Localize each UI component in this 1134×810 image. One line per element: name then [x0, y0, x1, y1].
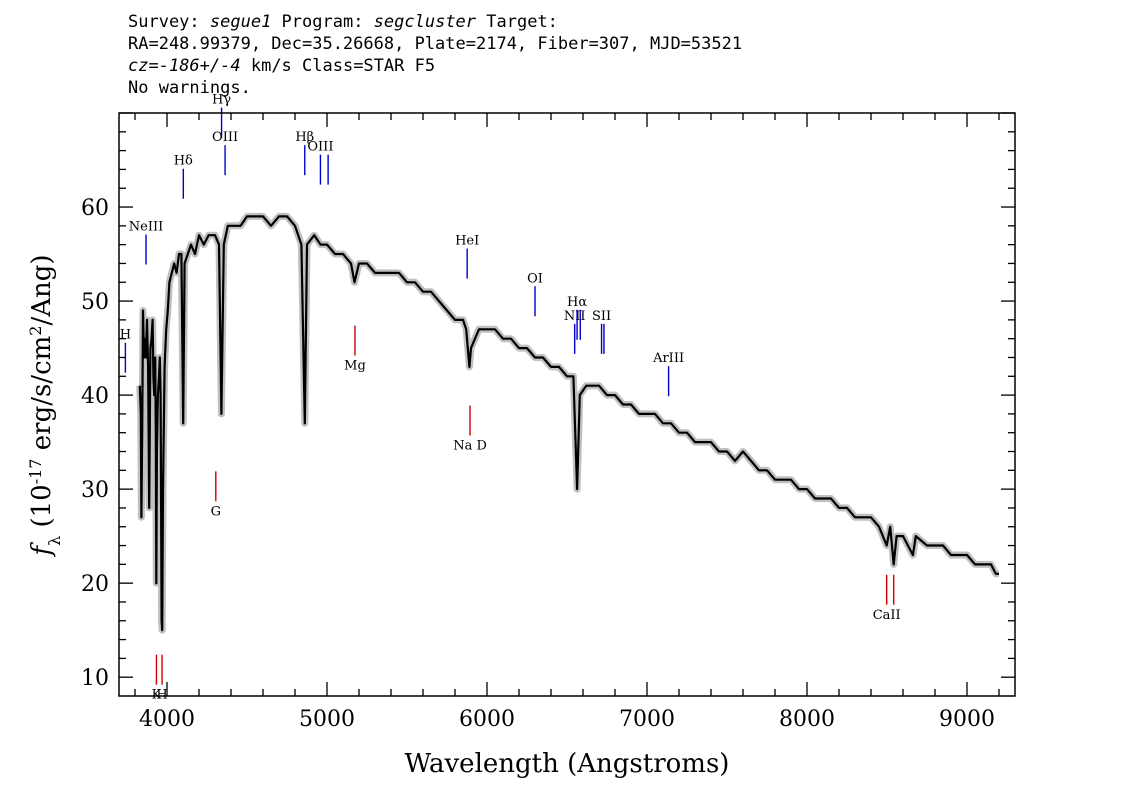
x-tick-label: 9000 [939, 707, 995, 732]
emission-line-label: OIII [307, 140, 333, 155]
y-tick-label: 40 [81, 384, 109, 409]
absorption-line-label: G [211, 504, 221, 519]
plot-frame [118, 112, 1016, 697]
x-tick-label: 4000 [139, 707, 195, 732]
y-tick-label: 60 [81, 196, 109, 221]
emission-line-label: Hδ [174, 154, 193, 169]
emission-line-label: OIII [212, 130, 238, 145]
absorption-line-label: Na D [453, 439, 487, 454]
error-band-trace [136, 212, 1000, 634]
absorption-line-label: K [152, 688, 162, 703]
program-name: segcluster [373, 12, 477, 32]
y-axis-ticks: 10 20 30 40 50 60 [81, 112, 1015, 691]
y-tick-label: 30 [81, 478, 109, 503]
header-line-3: cz=-186+/-4 km/s Class=STAR F5 [128, 56, 436, 76]
header-line-2: RA=248.99379, Dec=35.26668, Plate=2174, … [128, 34, 743, 54]
y-tick-label: 50 [81, 290, 109, 315]
header-line-4: No warnings. [128, 78, 251, 98]
y-axis-title: fλ (10-17 erg/s/cm2/Ang) [26, 254, 64, 557]
spectrum-series [138, 215, 999, 632]
emission-line-label: SII [592, 309, 611, 324]
emission-line-label: Hβ [295, 130, 314, 145]
error-band [136, 212, 1000, 634]
emission-line-label: Hγ [212, 93, 231, 108]
emission-line-label: H [120, 328, 131, 343]
emission-line-label: HeI [455, 234, 479, 249]
spectrum-header: Survey: segue1 Program: segcluster Targe… [128, 11, 742, 99]
emission-line-label: Hα [567, 295, 587, 310]
x-tick-label: 8000 [779, 707, 835, 732]
header-line-1: Survey: segue1 Program: segcluster Targe… [128, 12, 558, 32]
x-tick-label: 6000 [459, 707, 515, 732]
emission-line-label: NeIII [129, 220, 163, 235]
absorption-line-label: H [156, 688, 167, 703]
spectrum-line [138, 215, 999, 632]
absorption-line-label: CaII [873, 608, 901, 623]
emission-line-label: OI [527, 271, 543, 286]
x-axis-title: Wavelength (Angstroms) [405, 749, 730, 779]
x-tick-label: 7000 [619, 707, 675, 732]
y-tick-label: 10 [81, 666, 109, 691]
survey-name: segue1 [209, 12, 272, 32]
emission-line-label: NII [564, 309, 586, 324]
emission-line-label: ArIII [652, 351, 684, 366]
x-axis-ticks: 4000 5000 6000 7000 8000 9000 [134, 113, 1000, 732]
absorption-line-label: Mg [344, 359, 366, 374]
y-tick-label: 20 [81, 572, 109, 597]
x-tick-label: 5000 [299, 707, 355, 732]
redshift-value: -186+/-4 [158, 56, 241, 76]
